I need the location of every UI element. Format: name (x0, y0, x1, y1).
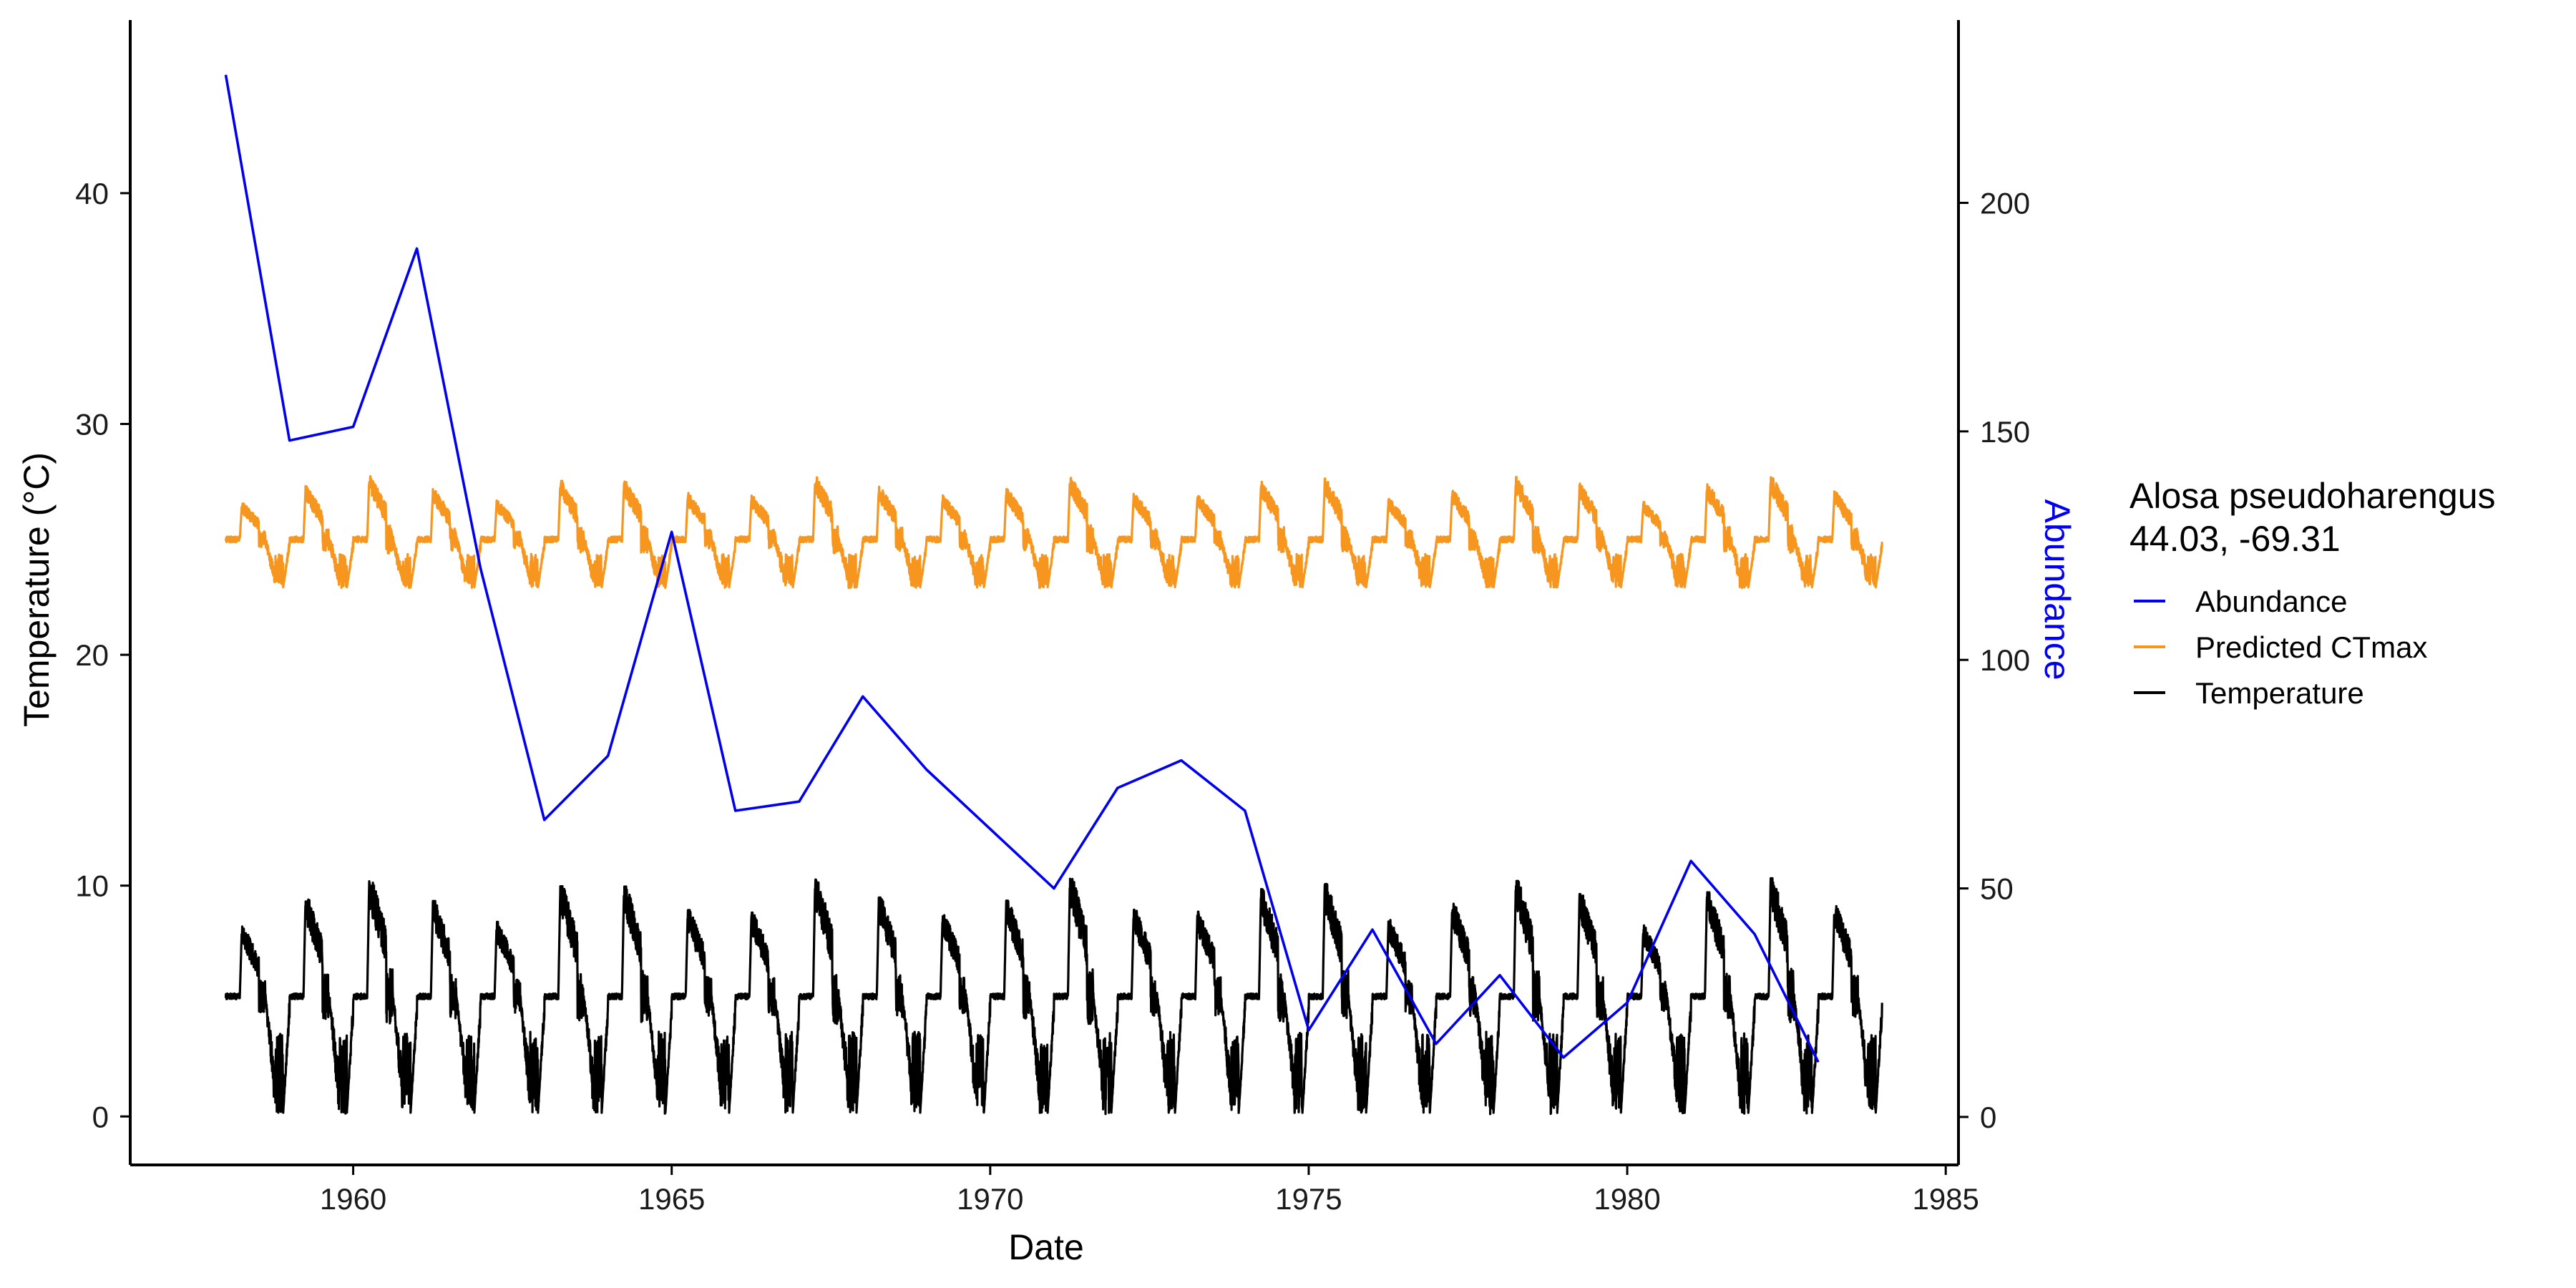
series-layer (224, 74, 1883, 1116)
series-line-abundance (224, 74, 1820, 1063)
y-tick-label-left: 10 (75, 869, 109, 903)
legend-title-species: Alosa pseudoharengus (2129, 476, 2496, 516)
y-tick-label-left: 30 (75, 408, 109, 441)
x-tick-label: 1975 (1275, 1182, 1342, 1216)
series-line-predicted-ctmax (224, 475, 1883, 590)
legend-label: Abundance (2195, 585, 2348, 618)
y-tick-label-right: 0 (1980, 1101, 1996, 1134)
y-tick-label-right: 100 (1980, 643, 2030, 677)
legend-title-coordinates: 44.03, -69.31 (2129, 519, 2341, 559)
x-tick-label: 1965 (638, 1182, 705, 1216)
y-tick-label-right: 50 (1980, 872, 2014, 906)
y-axis-title-right: Abundance (2037, 499, 2077, 680)
y-tick-label-left: 20 (75, 638, 109, 672)
y-tick-label-right: 150 (1980, 415, 2030, 449)
y-axis-title-left: Temperature (°C) (16, 452, 57, 727)
y-tick-label-left: 0 (92, 1100, 109, 1133)
y-tick-label-right: 200 (1980, 186, 2030, 220)
x-axis-title: Date (1008, 1227, 1084, 1267)
axes-layer: 1960 1965 1970 1975 1980 1985 0 10 20 30 40 0 50 100 1… (75, 20, 2030, 1216)
legend: Alosa pseudoharengus 44.03, -69.31 Abund… (2129, 476, 2496, 710)
legend-label: Predicted CTmax (2195, 630, 2427, 664)
x-tick-label: 1970 (957, 1182, 1023, 1216)
x-tick-label: 1980 (1594, 1182, 1660, 1216)
legend-label: Temperature (2195, 676, 2364, 710)
series-line-temperature (224, 877, 1883, 1116)
y-tick-label-left: 40 (75, 177, 109, 210)
x-tick-label: 1960 (320, 1182, 386, 1216)
x-tick-label: 1985 (1912, 1182, 1979, 1216)
legend-entries: Abundance Predicted CTmax Temperature (2134, 585, 2427, 710)
